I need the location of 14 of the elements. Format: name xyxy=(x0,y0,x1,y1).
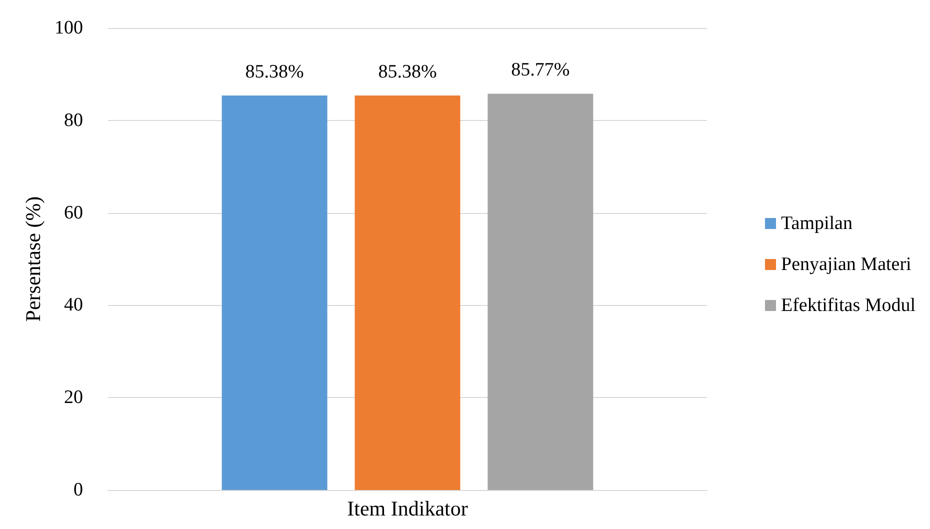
y-axis-title: Persentase (%) xyxy=(21,196,46,322)
legend-label: Penyajian Materi xyxy=(781,254,912,275)
legend-label: Tampilan xyxy=(781,213,853,234)
y-tick-label: 40 xyxy=(64,294,83,316)
data-label: 85.77% xyxy=(511,60,570,81)
y-tick-label: 20 xyxy=(64,387,83,408)
y-tick-label: 100 xyxy=(54,18,83,38)
x-tick-label: Item Indikator xyxy=(347,496,468,520)
y-tick-label: 0 xyxy=(74,480,83,500)
legend-label: Efektifitas Modul xyxy=(781,295,916,316)
y-tick-label: 60 xyxy=(64,202,83,224)
y-tick-label: 80 xyxy=(64,110,83,131)
data-label: 85.38% xyxy=(245,62,304,83)
data-label: 85.38% xyxy=(378,62,437,83)
